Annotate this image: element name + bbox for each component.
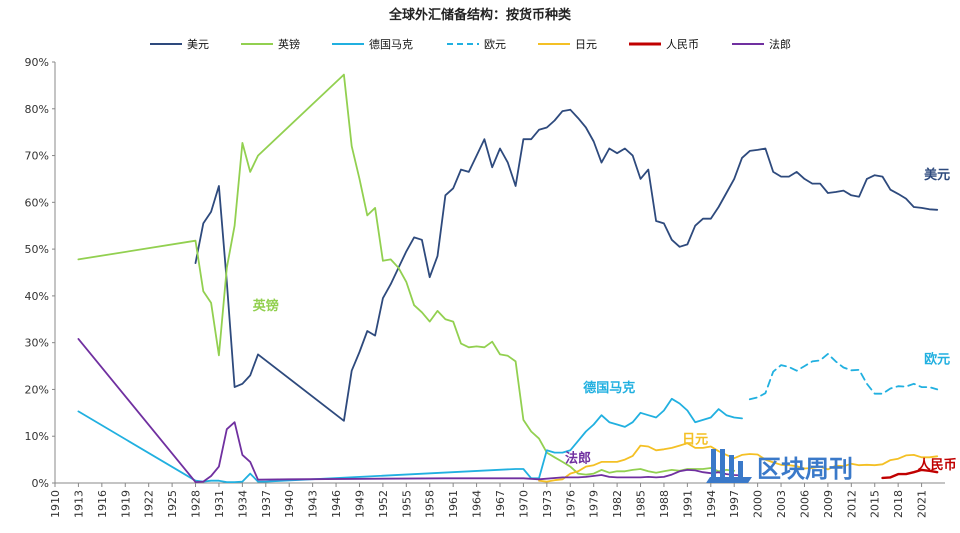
- series-label-日元: 日元: [682, 433, 708, 448]
- series-label-德国马克: 德国马克: [583, 380, 635, 396]
- x-tick-label: 1952: [377, 490, 390, 518]
- x-tick-label: 1976: [564, 490, 577, 518]
- watermark-logo-icon: [706, 449, 752, 483]
- x-tick-label: 1940: [283, 490, 296, 518]
- x-tick-label: 1934: [236, 490, 249, 518]
- x-tick-label: 1970: [517, 490, 530, 518]
- series-label-美元: 美元: [924, 167, 950, 183]
- x-tick-label: 2018: [892, 490, 905, 518]
- y-tick-label: 30%: [25, 337, 49, 350]
- legend-label: 日元: [575, 38, 597, 51]
- legend-label: 法郎: [769, 37, 791, 51]
- x-tick-label: 1928: [190, 490, 203, 518]
- x-tick-label: 2006: [798, 490, 811, 518]
- x-tick-label: 1943: [307, 490, 320, 518]
- series-line-英镑: [77, 73, 736, 476]
- x-tick-label: 1910: [49, 490, 62, 518]
- y-tick-label: 0%: [32, 477, 49, 490]
- series-line-美元: [194, 108, 939, 422]
- legend-item-欧元: 欧元: [447, 38, 506, 51]
- x-tick-label: 1922: [143, 490, 156, 518]
- legend-item-法郎: 法郎: [732, 37, 791, 51]
- x-tick-label: 1937: [260, 490, 273, 518]
- x-tick-label: 1982: [611, 490, 624, 518]
- x-tick-label: 1979: [588, 490, 601, 518]
- legend-item-英镑: 英镑: [241, 37, 300, 51]
- y-tick-label: 70%: [25, 150, 49, 163]
- y-tick-label: 20%: [25, 383, 49, 396]
- x-tick-label: 1925: [166, 490, 179, 518]
- legend-label: 美元: [187, 38, 209, 51]
- y-tick-label: 40%: [25, 290, 49, 303]
- series-layer: [77, 73, 939, 483]
- series-label-法郎: 法郎: [565, 450, 591, 466]
- legend-item-德国马克: 德国马克: [332, 37, 413, 51]
- y-tick-label: 90%: [25, 56, 49, 69]
- x-tick-label: 2009: [822, 490, 835, 518]
- watermark: 区块周刊: [706, 449, 853, 483]
- x-tick-label: 1919: [119, 490, 132, 518]
- y-tick-label: 50%: [25, 243, 49, 256]
- series-line-人民币: [881, 468, 939, 480]
- x-tick-label: 1991: [681, 490, 694, 518]
- x-tick-label: 2012: [845, 490, 858, 518]
- legend: 美元 英镑 德国马克 欧元 日元 人民币 法郎: [150, 37, 791, 51]
- legend-label: 德国马克: [369, 37, 413, 51]
- x-tick-label: 1955: [400, 490, 413, 518]
- x-tick-label: 1916: [96, 490, 109, 518]
- x-tick-label: 1973: [541, 490, 554, 518]
- x-tick-label: 1961: [447, 490, 460, 518]
- legend-item-日元: 日元: [538, 38, 597, 51]
- x-tick-label: 1985: [635, 490, 648, 518]
- x-tick-label: 2003: [775, 490, 788, 518]
- x-tick-label: 1988: [658, 490, 671, 518]
- x-tick-label: 1964: [471, 490, 484, 518]
- legend-label: 人民币: [666, 38, 699, 51]
- x-tick-label: 1931: [213, 490, 226, 518]
- axes: 0% 10% 20% 30% 40% 50% 60% 70% 80% 90% 1910 1913 191…: [25, 56, 945, 518]
- legend-item-人民币: 人民币: [629, 38, 699, 51]
- series-line-欧元: [748, 353, 939, 401]
- legend-item-美元: 美元: [150, 38, 209, 51]
- series-line-日元: [538, 442, 939, 483]
- x-tick-label: 1946: [330, 490, 343, 518]
- series-line-法郎: [77, 338, 743, 483]
- x-tick-label: 1967: [494, 490, 507, 518]
- x-tick-label: 2021: [916, 490, 929, 518]
- chart-title: 全球外汇储备结构：按货币种类: [388, 7, 572, 23]
- series-line-德国马克: [77, 397, 743, 483]
- legend-label: 英镑: [278, 37, 300, 51]
- x-tick-label: 1994: [705, 490, 718, 518]
- series-label-人民币: 人民币: [918, 457, 957, 473]
- y-tick-label: 60%: [25, 196, 49, 209]
- x-tick-label: 2015: [869, 490, 882, 518]
- y-tick-label: 10%: [25, 430, 49, 443]
- x-tick-label: 1913: [72, 490, 85, 518]
- y-tick-label: 80%: [25, 103, 49, 116]
- x-tick-label: 1949: [353, 490, 366, 518]
- legend-label: 欧元: [484, 38, 506, 51]
- x-tick-label: 1997: [728, 490, 741, 518]
- x-tick-label: 1958: [424, 490, 437, 518]
- series-label-英镑: 英镑: [252, 298, 279, 314]
- watermark-text: 区块周刊: [757, 455, 853, 483]
- series-label-欧元: 欧元: [924, 352, 950, 368]
- x-tick-label: 2000: [752, 490, 765, 518]
